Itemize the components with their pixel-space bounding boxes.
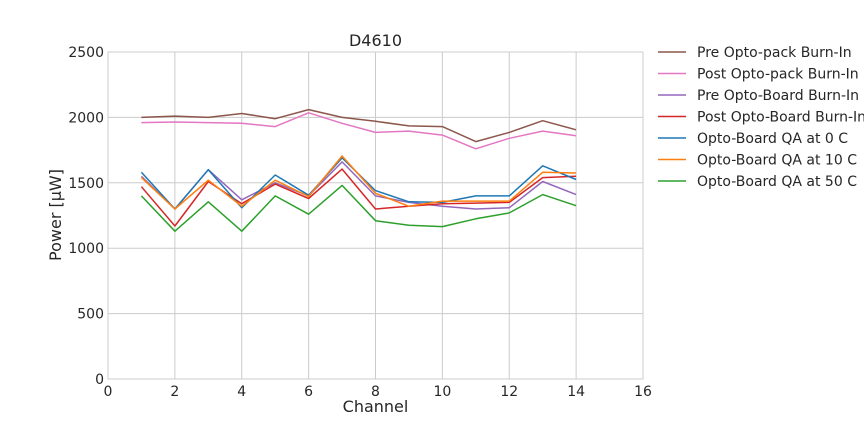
x-tick-label: 2 — [170, 384, 179, 400]
legend-label: Post Opto-pack Burn-In — [697, 67, 859, 83]
series-lines — [140, 108, 577, 232]
x-tick-label: 0 — [104, 384, 113, 400]
legend-label: Pre Opto-pack Burn-In — [697, 45, 852, 61]
x-tick-label: 16 — [634, 384, 652, 400]
y-tick-label: 2500 — [68, 45, 104, 61]
y-tick-label: 2000 — [68, 110, 104, 126]
y-tick-label: 0 — [95, 372, 104, 388]
y-axis-label: Power [μW] — [46, 169, 65, 261]
y-tick-label: 500 — [77, 307, 104, 323]
x-tick-label: 10 — [433, 384, 451, 400]
plot-area — [107, 51, 644, 380]
x-tick-label: 6 — [304, 384, 313, 400]
legend-label: Post Opto-Board Burn-In — [697, 110, 864, 126]
series-line-4 — [140, 168, 577, 227]
x-tick-label: 4 — [237, 384, 246, 400]
x-tick-label: 8 — [371, 384, 380, 400]
x-tick-label: 12 — [500, 384, 518, 400]
x-tick-label: 14 — [567, 384, 585, 400]
y-tick-label: 1500 — [68, 176, 104, 192]
legend-label: Opto-Board QA at 0 C — [697, 131, 848, 147]
series-line-1 — [141, 108, 577, 143]
chart-title: D4610 — [349, 31, 402, 50]
series-line-6 — [140, 155, 577, 210]
series-line-7 — [140, 184, 577, 232]
legend: Pre Opto-pack Burn-In Post Opto-pack Burn… — [658, 45, 864, 190]
legend-label: Opto-Board QA at 50 C — [697, 174, 857, 190]
legend-label: Opto-Board QA at 10 C — [697, 153, 857, 169]
y-tick-label: 1000 — [68, 241, 104, 257]
grid — [107, 51, 644, 380]
x-axis-label: Channel — [343, 397, 409, 416]
series-line-2 — [141, 112, 577, 150]
axis-ticks: 0 2 4 6 8 10 12 14 16 0 500 1000 1500 2000 2500 — [68, 45, 652, 400]
legend-label: Pre Opto-Board Burn-In — [697, 88, 859, 104]
series-line-3 — [140, 161, 577, 210]
